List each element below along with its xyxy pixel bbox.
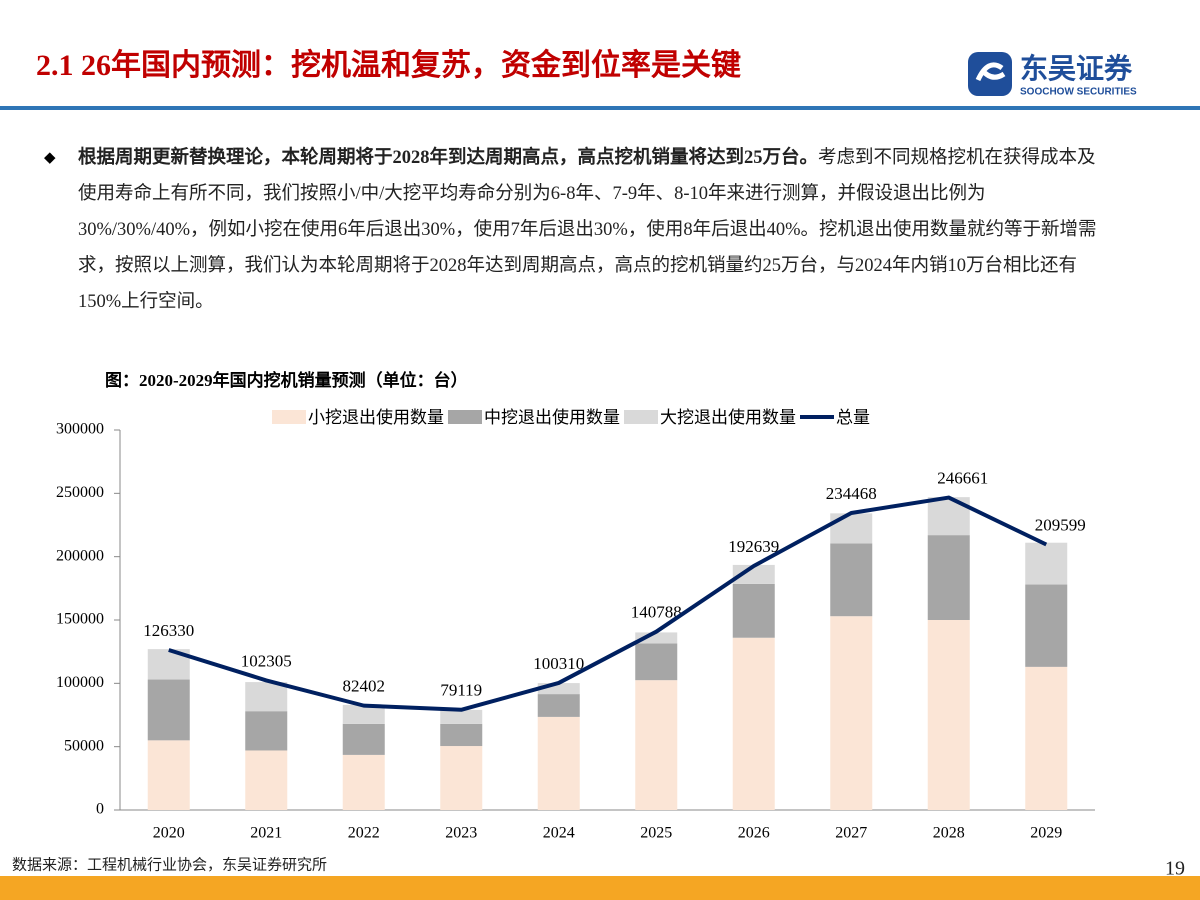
data-label: 102305 bbox=[241, 651, 292, 670]
logo-icon bbox=[968, 52, 1012, 96]
bar-segment bbox=[440, 709, 483, 724]
legend-label: 总量 bbox=[836, 408, 870, 428]
bar-segment bbox=[635, 632, 678, 644]
bar-segment bbox=[927, 620, 970, 810]
body-text: 根据周期更新替换理论，本轮周期将于2028年到达周期高点，高点挖机销量将达到25… bbox=[78, 140, 1113, 320]
bar-segment bbox=[537, 683, 580, 695]
y-tick-label: 50000 bbox=[64, 737, 104, 754]
y-tick-label: 150000 bbox=[56, 611, 104, 628]
y-tick-label: 0 bbox=[96, 801, 104, 818]
x-tick-label: 2029 bbox=[1030, 825, 1062, 842]
bar-segment bbox=[342, 704, 385, 724]
legend-swatch bbox=[448, 410, 482, 424]
chart: 0 50000 100000 150000 200000 250000 300000 2020… bbox=[56, 407, 1095, 842]
x-tick-label: 2028 bbox=[933, 825, 965, 842]
logo-cn: 东吴证券 bbox=[1020, 52, 1133, 85]
data-label: 234468 bbox=[826, 484, 877, 503]
bar-segment bbox=[342, 754, 385, 810]
bar-segment bbox=[537, 694, 580, 717]
bar-segment bbox=[732, 583, 775, 638]
bar-segment bbox=[245, 750, 288, 810]
bar-segment bbox=[440, 723, 483, 747]
x-tick-label: 2022 bbox=[348, 825, 380, 842]
chart-title: 图：2020-2029年国内挖机销量预测（单位：台） bbox=[105, 370, 468, 390]
bar-segment bbox=[147, 740, 190, 810]
bar-segment bbox=[1025, 542, 1068, 585]
x-tick-label: 2023 bbox=[445, 825, 477, 842]
page-number: 19 bbox=[1165, 858, 1185, 880]
data-label: 209599 bbox=[1035, 515, 1086, 534]
bar-segment bbox=[342, 723, 385, 755]
bar-segment bbox=[635, 680, 678, 810]
legend-swatch bbox=[272, 410, 306, 424]
legend-label: 小挖退出使用数量 bbox=[308, 407, 444, 428]
legend-label: 中挖退出使用数量 bbox=[484, 407, 620, 428]
data-label: 246661 bbox=[937, 468, 988, 487]
bar-segment bbox=[927, 535, 970, 620]
bar-segment bbox=[245, 682, 288, 712]
bar-segment bbox=[635, 643, 678, 681]
legend-label: 大挖退出使用数量 bbox=[660, 407, 796, 428]
bar-segment bbox=[1025, 584, 1068, 667]
slide-title: 2.1 26年国内预测：挖机温和复苏，资金到位率是关键 bbox=[36, 48, 741, 82]
legend-swatch bbox=[624, 410, 658, 424]
footer-bar bbox=[0, 876, 1200, 900]
bar-segment bbox=[830, 543, 873, 617]
x-tick-label: 2024 bbox=[543, 825, 575, 842]
data-label: 126330 bbox=[143, 621, 194, 640]
bar-segment bbox=[830, 616, 873, 810]
x-tick-label: 2020 bbox=[153, 825, 185, 842]
x-tick-label: 2025 bbox=[640, 825, 672, 842]
header-rule bbox=[0, 106, 1200, 110]
total-line bbox=[168, 495, 1048, 712]
x-tick-label: 2027 bbox=[835, 825, 867, 842]
bar-segment bbox=[830, 513, 873, 544]
data-label: 100310 bbox=[533, 654, 584, 673]
y-tick-label: 100000 bbox=[56, 674, 104, 691]
x-tick-label: 2021 bbox=[250, 825, 282, 842]
bar-segment bbox=[440, 746, 483, 810]
data-label: 140788 bbox=[631, 603, 682, 622]
bar-segment bbox=[147, 679, 190, 741]
data-label: 192639 bbox=[728, 537, 779, 556]
bar-segment bbox=[732, 637, 775, 810]
y-tick-label: 300000 bbox=[56, 421, 104, 438]
data-label: 79119 bbox=[440, 681, 482, 700]
y-tick-label: 200000 bbox=[56, 547, 104, 564]
body-rest: 考虑到不同规格挖机在获得成本及使用寿命上有所不同，我们按照小/中/大挖平均寿命分… bbox=[78, 148, 1097, 312]
x-tick-label: 2026 bbox=[738, 825, 770, 842]
body-bold: 根据周期更新替换理论，本轮周期将于2028年到达周期高点，高点挖机销量将达到25… bbox=[78, 148, 819, 168]
data-label: 82402 bbox=[343, 677, 386, 696]
logo-en: SOOCHOW SECURITIES bbox=[1020, 87, 1137, 98]
source: 数据来源：工程机械行业协会，东吴证券研究所 bbox=[12, 856, 327, 873]
bullet: ◆ bbox=[44, 150, 56, 166]
bar-segment bbox=[537, 716, 580, 810]
bar-segment bbox=[245, 711, 288, 751]
bar-segment bbox=[732, 564, 775, 584]
y-tick-label: 250000 bbox=[56, 484, 104, 501]
bar-segment bbox=[1025, 666, 1068, 810]
